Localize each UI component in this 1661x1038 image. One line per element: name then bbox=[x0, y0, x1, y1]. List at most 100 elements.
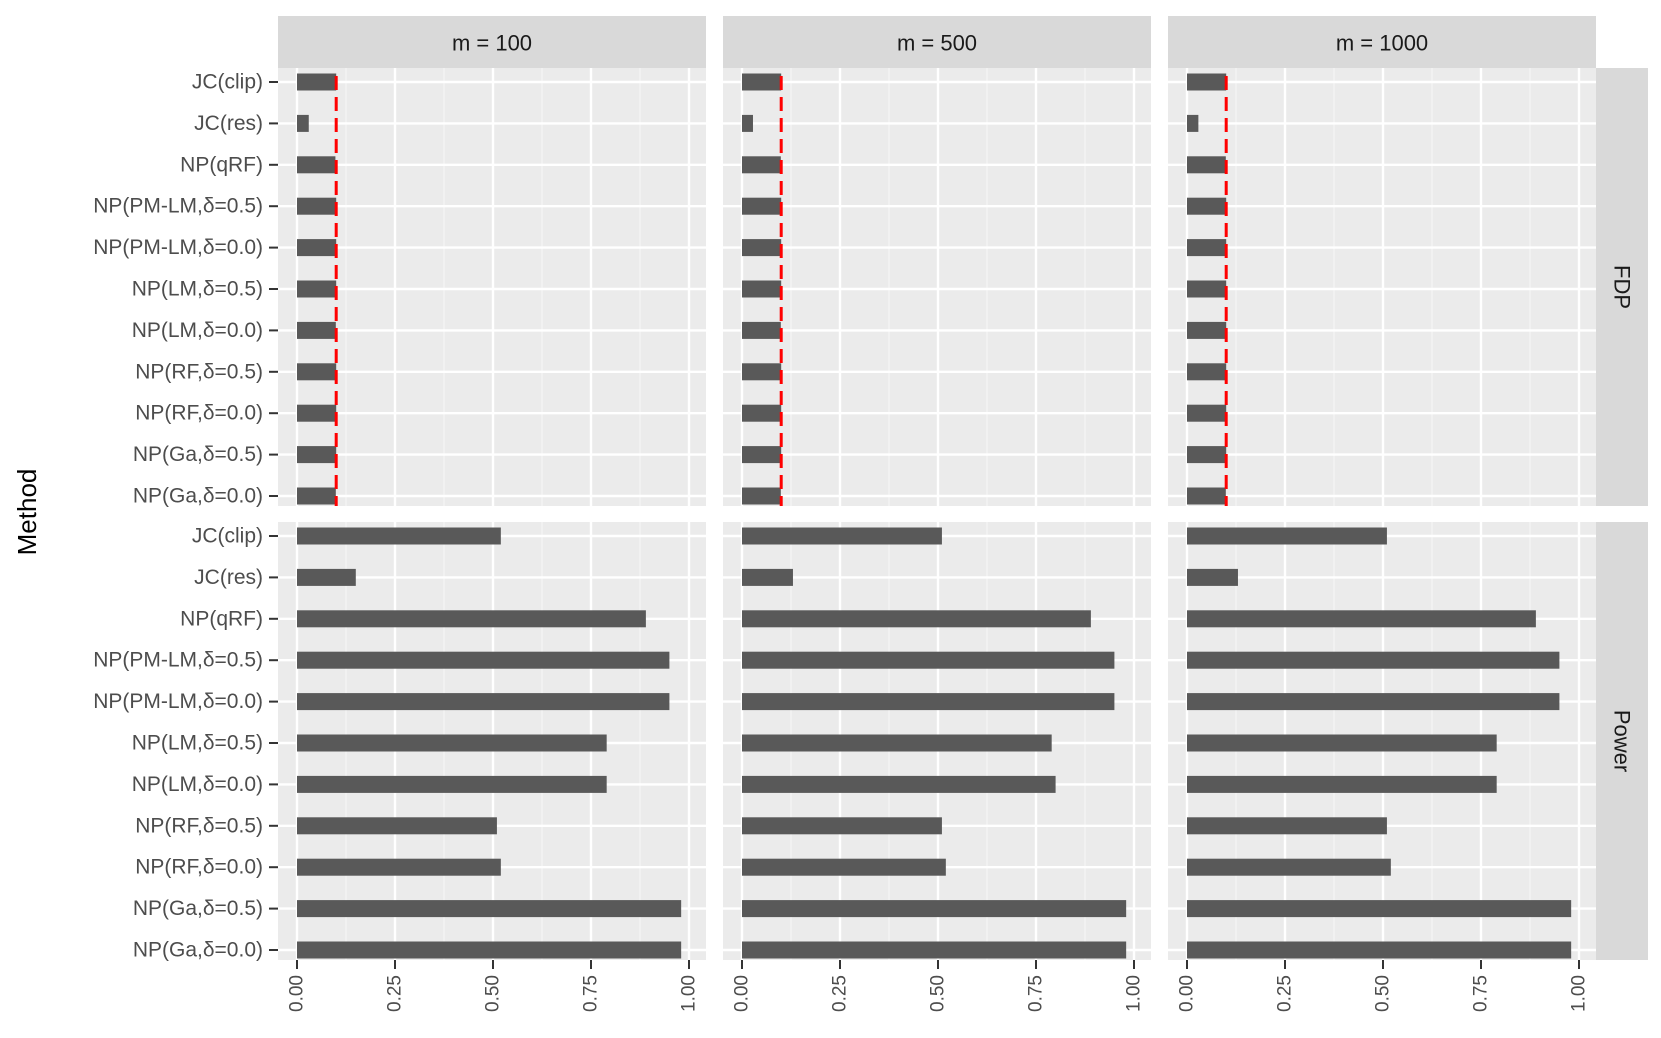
x-tick-label-m-1000: 1.00 bbox=[1569, 975, 1590, 1012]
method-label-fdp-np-qrf: NP(qRF) bbox=[180, 153, 263, 176]
method-label-fdp-np-ga-0-0: NP(Ga,δ=0.0) bbox=[133, 485, 263, 508]
bar-fdp-m-1000-np-rf-0-5 bbox=[1187, 363, 1227, 381]
method-label-fdp-np-lm-0-5: NP(LM,δ=0.5) bbox=[132, 278, 263, 301]
bar-power-m-500-np-pm-lm-0-5 bbox=[742, 651, 1115, 669]
bar-fdp-m-1000-np-pm-lm-0-0 bbox=[1187, 239, 1227, 257]
bar-fdp-m-500-jc-clip bbox=[742, 73, 782, 91]
bar-fdp-m-100-np-rf-0-0 bbox=[297, 404, 337, 422]
strip-m-500-background bbox=[723, 16, 1151, 68]
method-label-power-np-rf-0-0: NP(RF,δ=0.0) bbox=[135, 856, 263, 879]
bar-fdp-m-100-jc-res bbox=[297, 114, 309, 132]
method-label-power-jc-res: JC(res) bbox=[194, 566, 263, 589]
x-tick-label-m-500: 0.00 bbox=[732, 975, 753, 1012]
method-label-power-np-rf-0-5: NP(RF,δ=0.5) bbox=[135, 814, 263, 837]
bar-fdp-m-100-np-lm-0-5 bbox=[297, 280, 337, 298]
strip-label-fdp: FDP bbox=[1610, 265, 1635, 309]
x-tick-label-m-1000: 0.00 bbox=[1177, 975, 1198, 1012]
x-tick-label-m-100: 0.50 bbox=[483, 975, 504, 1012]
method-label-power-np-qrf: NP(qRF) bbox=[180, 607, 263, 630]
bar-power-m-100-np-rf-0-0 bbox=[297, 858, 501, 876]
bar-power-m-100-np-pm-lm-0-5 bbox=[297, 651, 670, 669]
method-label-power-jc-clip: JC(clip) bbox=[192, 525, 263, 548]
x-tick-label-m-500: 0.75 bbox=[1026, 975, 1047, 1012]
bar-fdp-m-1000-np-lm-0-0 bbox=[1187, 321, 1227, 339]
bar-power-m-500-jc-clip bbox=[742, 527, 942, 545]
bar-fdp-m-500-np-rf-0-0 bbox=[742, 404, 782, 422]
x-tick-label-m-100: 1.00 bbox=[679, 975, 700, 1012]
bar-fdp-m-1000-jc-clip bbox=[1187, 73, 1227, 91]
bar-fdp-m-500-np-lm-0-0 bbox=[742, 321, 781, 339]
bar-fdp-m-100-np-ga-0-0 bbox=[297, 487, 336, 505]
method-label-power-np-ga-0-0: NP(Ga,δ=0.0) bbox=[133, 939, 263, 962]
strip-label-m-500: m = 500 bbox=[897, 31, 977, 56]
bar-fdp-m-100-np-pm-lm-0-5 bbox=[297, 197, 337, 215]
bar-power-m-1000-np-lm-0-5 bbox=[1187, 734, 1497, 752]
bar-fdp-m-500-np-qrf bbox=[742, 156, 781, 174]
bar-power-m-100-np-rf-0-5 bbox=[297, 817, 497, 835]
bar-fdp-m-100-np-pm-lm-0-0 bbox=[297, 239, 337, 257]
bar-fdp-m-500-np-pm-lm-0-0 bbox=[742, 239, 782, 257]
bar-power-m-1000-np-lm-0-0 bbox=[1187, 775, 1497, 793]
bar-power-m-500-np-lm-0-5 bbox=[742, 734, 1052, 752]
method-label-fdp-jc-res: JC(res) bbox=[194, 112, 263, 135]
bar-power-m-100-jc-res bbox=[297, 568, 356, 586]
bar-power-m-1000-jc-res bbox=[1187, 568, 1238, 586]
x-tick-label-m-500: 0.50 bbox=[928, 975, 949, 1012]
bar-power-m-100-np-lm-0-5 bbox=[297, 734, 607, 752]
bar-power-m-500-np-ga-0-0 bbox=[742, 941, 1127, 959]
bar-power-m-100-np-pm-lm-0-0 bbox=[297, 693, 670, 711]
x-tick-label-m-1000: 0.25 bbox=[1275, 975, 1296, 1012]
strip-label-power: Power bbox=[1610, 710, 1635, 772]
bar-power-m-100-np-qrf bbox=[297, 610, 646, 628]
x-tick-label-m-100: 0.25 bbox=[385, 975, 406, 1012]
method-label-power-np-lm-0-0: NP(LM,δ=0.0) bbox=[132, 773, 263, 796]
x-tick-label-m-500: 1.00 bbox=[1124, 975, 1145, 1012]
bar-power-m-100-np-ga-0-5 bbox=[297, 900, 682, 918]
bar-power-m-1000-np-rf-0-5 bbox=[1187, 817, 1387, 835]
method-label-power-np-ga-0-5: NP(Ga,δ=0.5) bbox=[133, 897, 263, 920]
bar-fdp-m-100-np-ga-0-5 bbox=[297, 446, 337, 464]
method-label-fdp-np-rf-0-0: NP(RF,δ=0.0) bbox=[135, 402, 263, 425]
reference-lines bbox=[334, 76, 1228, 506]
bar-power-m-100-np-lm-0-0 bbox=[297, 775, 607, 793]
bar-fdp-m-500-jc-res bbox=[742, 114, 753, 132]
x-tick-label-m-500: 0.25 bbox=[830, 975, 851, 1012]
bar-power-m-500-np-lm-0-0 bbox=[742, 775, 1056, 793]
bar-fdp-m-100-np-lm-0-0 bbox=[297, 321, 336, 339]
strip-m-1000-background bbox=[1168, 16, 1596, 68]
y-axis-title: Method bbox=[12, 469, 42, 556]
bar-power-m-500-np-rf-0-0 bbox=[742, 858, 946, 876]
bar-power-m-1000-jc-clip bbox=[1187, 527, 1387, 545]
bar-power-m-500-jc-res bbox=[742, 568, 793, 586]
method-label-power-np-lm-0-5: NP(LM,δ=0.5) bbox=[132, 732, 263, 755]
bar-power-m-1000-np-ga-0-0 bbox=[1187, 941, 1572, 959]
x-tick-label-m-100: 0.75 bbox=[581, 975, 602, 1012]
bar-fdp-m-1000-jc-res bbox=[1187, 114, 1199, 132]
method-label-fdp-np-pm-lm-0-5: NP(PM-LM,δ=0.5) bbox=[93, 195, 263, 218]
bar-fdp-m-1000-np-rf-0-0 bbox=[1187, 404, 1227, 422]
bar-fdp-m-100-np-qrf bbox=[297, 156, 336, 174]
method-label-fdp-np-rf-0-5: NP(RF,δ=0.5) bbox=[135, 360, 263, 383]
facet-strips: FDP Power m = 100 m = 500 m = 1000 bbox=[278, 16, 1648, 960]
method-label-fdp-jc-clip: JC(clip) bbox=[192, 71, 263, 94]
method-label-power-np-pm-lm-0-5: NP(PM-LM,δ=0.5) bbox=[93, 649, 263, 672]
bar-power-m-1000-np-ga-0-5 bbox=[1187, 900, 1572, 918]
strip-fdp-background bbox=[1596, 68, 1648, 506]
method-label-fdp-np-lm-0-0: NP(LM,δ=0.0) bbox=[132, 319, 263, 342]
bar-fdp-m-500-np-pm-lm-0-5 bbox=[742, 197, 782, 215]
bar-fdp-m-1000-np-ga-0-0 bbox=[1187, 487, 1226, 505]
strip-power-background bbox=[1596, 522, 1648, 960]
bars bbox=[297, 73, 1572, 959]
bar-fdp-m-1000-np-lm-0-5 bbox=[1187, 280, 1227, 298]
bar-fdp-m-100-np-rf-0-5 bbox=[297, 363, 337, 381]
x-tick-label-m-100: 0.00 bbox=[287, 975, 308, 1012]
method-label-fdp-np-ga-0-5: NP(Ga,δ=0.5) bbox=[133, 443, 263, 466]
bar-fdp-m-500-np-ga-0-0 bbox=[742, 487, 781, 505]
bar-power-m-1000-np-rf-0-0 bbox=[1187, 858, 1391, 876]
bar-power-m-500-np-pm-lm-0-0 bbox=[742, 693, 1115, 711]
bar-power-m-1000-np-pm-lm-0-0 bbox=[1187, 693, 1560, 711]
bar-fdp-m-1000-np-ga-0-5 bbox=[1187, 446, 1227, 464]
method-label-fdp-np-pm-lm-0-0: NP(PM-LM,δ=0.0) bbox=[93, 236, 263, 259]
bar-fdp-m-1000-np-qrf bbox=[1187, 156, 1226, 174]
